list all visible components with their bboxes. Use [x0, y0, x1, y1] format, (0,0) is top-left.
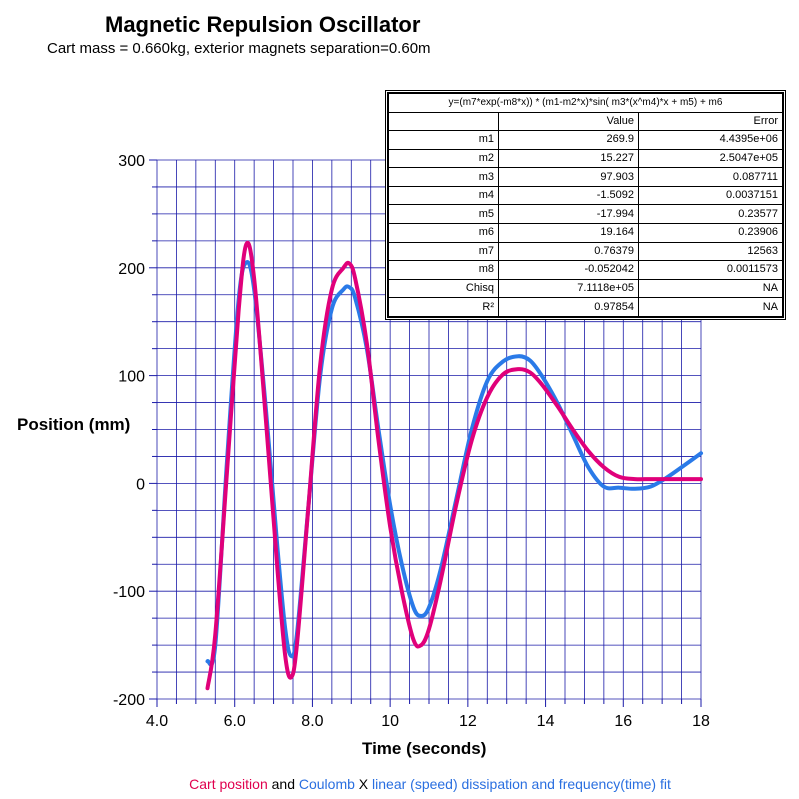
fit-cell-value: 7.1118e+05: [498, 278, 639, 299]
fit-table-row: R² 0.97854 NA: [388, 297, 783, 317]
fit-cell-error: 2.5047e+05: [638, 148, 783, 169]
x-tick-label: 12: [459, 713, 477, 730]
header-error: Error: [638, 111, 783, 132]
tick-labels: -200 -100 0 100 200 300 4.0 6.0 8.0 10 12 14 16 18: [113, 153, 710, 730]
fit-cell-name: Chisq: [388, 278, 499, 299]
y-tick-label: -100: [113, 584, 145, 601]
header-blank: [388, 111, 499, 132]
fit-table-row: m2 15.227 2.5047e+05: [388, 148, 783, 169]
fit-cell-name: m6: [388, 223, 499, 243]
fit-cell-error: 12563: [638, 241, 783, 262]
fit-table-row: Chisq 7.1118e+05 NA: [388, 278, 783, 299]
caption-cart-position: Cart position: [189, 776, 268, 792]
fit-cell-error: 0.23906: [638, 223, 783, 243]
fit-table-row: m4 -1.5092 0.0037151: [388, 185, 783, 206]
caption-x: X: [354, 776, 373, 792]
y-tick-label: 300: [118, 153, 145, 170]
fit-cell-name: m5: [388, 204, 499, 225]
x-axis-label: Time (seconds): [362, 739, 487, 758]
fit-cell-error: NA: [638, 297, 783, 317]
fit-table-header: Value Error: [388, 111, 783, 132]
fit-table-row: m1 269.9 4.4395e+06: [388, 130, 783, 150]
fit-cell-name: m1: [388, 130, 499, 150]
chart-subtitle: Cart mass = 0.660kg, exterior magnets se…: [47, 40, 431, 57]
figure-caption: Cart position and Coulomb X linear (spee…: [0, 776, 799, 792]
fit-cell-name: R²: [388, 297, 499, 317]
fit-cell-name: m7: [388, 241, 499, 262]
fit-cell-value: -1.5092: [498, 185, 639, 206]
fit-table-row: m8 -0.052042 0.0011573: [388, 260, 783, 280]
fit-cell-name: m3: [388, 167, 499, 187]
fit-cell-error: 4.4395e+06: [638, 130, 783, 150]
y-tick-label: 100: [118, 369, 145, 386]
fit-cell-value: 0.97854: [498, 297, 639, 317]
fit-cell-name: m4: [388, 185, 499, 206]
fit-cell-error: NA: [638, 278, 783, 299]
curve-fit-table: y=(m7*exp(-m8*x)) * (m1-m2*x)*sin( m3*(x…: [385, 90, 786, 320]
caption-coulomb: Coulomb: [298, 776, 355, 792]
fit-cell-value: -0.052042: [498, 260, 639, 280]
fit-cell-name: m2: [388, 148, 499, 169]
x-tick-label: 10: [381, 713, 399, 730]
y-tick-label: 200: [118, 261, 145, 278]
fit-cell-error: 0.0037151: [638, 185, 783, 206]
y-tick-label: -200: [113, 692, 145, 709]
fit-cell-error: 0.23577: [638, 204, 783, 225]
fit-table-row: m3 97.903 0.087711: [388, 167, 783, 187]
fit-cell-value: 269.9: [498, 130, 639, 150]
fit-table-row: m7 0.76379 12563: [388, 241, 783, 262]
x-tick-label: 14: [537, 713, 555, 730]
fit-cell-value: 15.227: [498, 148, 639, 169]
fit-cell-name: m8: [388, 260, 499, 280]
x-tick-label: 16: [614, 713, 632, 730]
caption-fit-description: linear (speed) dissipation and frequency…: [372, 776, 671, 792]
caption-and: and: [267, 776, 299, 792]
fit-cell-error: 0.0011573: [638, 260, 783, 280]
y-axis-label: Position (mm): [17, 415, 131, 434]
fit-table-row: m5 -17.994 0.23577: [388, 204, 783, 225]
fit-cell-error: 0.087711: [638, 167, 783, 187]
series-cart-position-line: [205, 240, 703, 691]
x-tick-label: 4.0: [146, 713, 168, 730]
series-lines: [205, 240, 703, 691]
fit-table-row: m6 19.164 0.23906: [388, 223, 783, 243]
x-tick-label: 6.0: [224, 713, 246, 730]
fit-equation: y=(m7*exp(-m8*x)) * (m1-m2*x)*sin( m3*(x…: [388, 93, 783, 113]
x-tick-label: 8.0: [301, 713, 323, 730]
x-tick-label: 18: [692, 713, 710, 730]
fit-cell-value: 19.164: [498, 223, 639, 243]
fit-cell-value: -17.994: [498, 204, 639, 225]
chart-title: Magnetic Repulsion Oscillator: [105, 12, 421, 37]
fit-cell-value: 97.903: [498, 167, 639, 187]
fit-cell-value: 0.76379: [498, 241, 639, 262]
y-tick-label: 0: [136, 476, 145, 493]
header-value: Value: [498, 111, 639, 132]
